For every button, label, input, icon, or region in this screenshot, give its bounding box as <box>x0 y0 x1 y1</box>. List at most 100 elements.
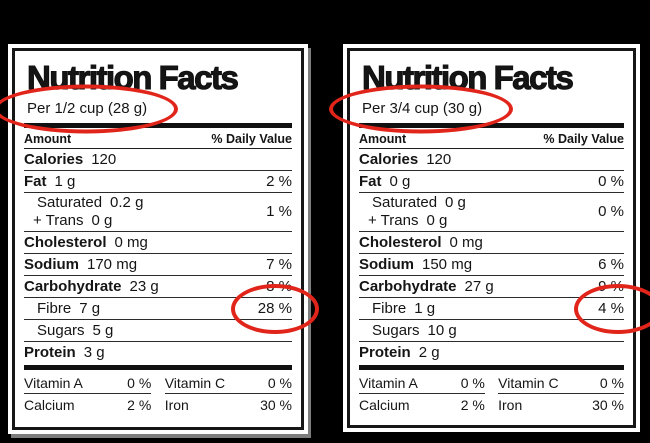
micronutrient-name: Calcium <box>24 397 75 413</box>
column-headers: Amount % Daily Value <box>24 128 292 149</box>
nutrient-amount: 2 g <box>418 344 440 361</box>
nutrient-row-saturated-trans: Saturated 0 g + Trans 0 g 0 % <box>359 193 624 232</box>
thick-divider-bottom <box>359 365 624 370</box>
nutrient-name-amount: Saturated 0 g + Trans 0 g <box>359 194 466 229</box>
nutrient-amount: 0 g <box>91 211 113 229</box>
micronutrient-name: Vitamin A <box>24 375 83 391</box>
nutrient-name-amount: Calories 120 <box>24 149 116 170</box>
daily-value: 0 % <box>598 173 624 190</box>
nutrient-row-cholesterol: Cholesterol 0 mg <box>24 232 292 254</box>
thick-divider-bottom <box>24 365 292 370</box>
serving-size: Per 3/4 cup (30 g) <box>328 84 513 134</box>
iron-cell: Iron 30 % <box>498 394 624 415</box>
daily-value: 0 % <box>267 375 292 391</box>
daily-value: 8 % <box>266 278 292 295</box>
nutrient-row-carbohydrate: Carbohydrate 27 g 9 % <box>359 276 624 298</box>
micronutrient-row-2: Calcium 2 % Iron 30 % <box>359 394 624 415</box>
label-title: Nutrition Facts <box>26 58 239 96</box>
nutrient-name: Protein <box>359 344 411 361</box>
nutrient-name: Sugars <box>372 322 420 339</box>
nutrient-name-amount: Sugars 5 g <box>24 320 113 341</box>
nutrient-row-sugars: Sugars 10 g <box>359 320 624 342</box>
nutrient-row-saturated-trans: Saturated 0.2 g + Trans 0 g 1 % <box>24 193 292 232</box>
daily-value: 0 % <box>460 375 485 391</box>
micronutrient-name: Iron <box>164 397 189 413</box>
nutrient-name: Calories <box>24 151 84 168</box>
calcium-cell: Calcium 2 % <box>359 394 485 415</box>
nutrient-amount: 5 g <box>92 322 114 339</box>
nutrient-name: Carbohydrate <box>359 278 457 295</box>
label-title: Nutrition Facts <box>361 58 574 96</box>
daily-value: 30 % <box>260 397 292 413</box>
daily-value: 0 % <box>127 375 152 391</box>
thick-divider-top <box>24 123 292 128</box>
nutrient-row-protein: Protein 3 g <box>24 342 292 363</box>
trans-line: + Trans 0 g <box>24 212 143 230</box>
nutrient-row-fibre: Fibre 1 g 4 % <box>359 283 650 334</box>
nutrient-row-carbohydrate: Carbohydrate 23 g 8 % <box>24 276 292 298</box>
nutrient-amount: 23 g <box>129 278 159 295</box>
serving-size-text: Per 1/2 cup (28 g) <box>27 100 148 117</box>
nutrient-row-sodium: Sodium 170 mg 7 % <box>24 254 292 276</box>
daily-value-header: % Daily Value <box>211 132 292 146</box>
daily-value: 6 % <box>598 256 624 273</box>
nutrient-row-calories: Calories 120 <box>359 149 624 171</box>
micronutrient-row-2: Calcium 2 % Iron 30 % <box>24 394 292 415</box>
nutrient-name: Fat <box>359 173 382 190</box>
nutrient-name: Protein <box>24 344 76 361</box>
nutrient-name: Carbohydrate <box>24 278 122 295</box>
nutrient-name-amount: Cholesterol 0 mg <box>359 232 483 253</box>
micronutrient-row-1: Vitamin A 0 % Vitamin C 0 % <box>359 372 624 394</box>
nutrient-amount: 1 g <box>414 300 436 317</box>
nutrient-row-protein: Protein 2 g <box>359 342 624 363</box>
nutrient-name: Cholesterol <box>24 234 107 251</box>
nutrient-amount: 120 <box>426 151 452 168</box>
iron-cell: Iron 30 % <box>165 394 292 415</box>
nutrient-amount: 120 <box>91 151 117 168</box>
daily-value-header: % Daily Value <box>543 132 624 146</box>
serving-size-text: Per 3/4 cup (30 g) <box>362 100 483 117</box>
amount-header: Amount <box>359 132 407 146</box>
daily-value: 30 % <box>592 397 624 413</box>
daily-value: 9 % <box>598 278 624 295</box>
micronutrient-name: Vitamin A <box>359 375 418 391</box>
nutrient-name: Sodium <box>24 256 79 273</box>
nutrient-name-amount: Fat 1 g <box>24 171 75 192</box>
nutrient-name-amount: Sugars 10 g <box>359 320 457 341</box>
nutrient-amount: 10 g <box>427 322 457 339</box>
vitamin-c-cell: Vitamin C 0 % <box>498 372 624 394</box>
nutrient-name: Cholesterol <box>359 234 442 251</box>
daily-value: 2 % <box>127 397 152 413</box>
nutrient-amount: 7 g <box>79 300 101 317</box>
nutrient-amount: 27 g <box>464 278 494 295</box>
nutrient-amount: 0.2 g <box>110 194 144 211</box>
nutrient-name: + Trans <box>368 211 419 229</box>
label-frame: Nutrition Facts Per 1/2 cup (28 g) Amoun… <box>0 48 319 430</box>
nutrient-row-fibre: Fibre 7 g 28 % <box>24 283 319 334</box>
vitamin-a-cell: Vitamin A 0 % <box>359 372 485 394</box>
nutrient-name: + Trans <box>33 211 84 229</box>
daily-value: 1 % <box>266 203 292 220</box>
nutrient-amount: 150 mg <box>422 256 473 273</box>
micronutrient-name: Iron <box>498 397 523 413</box>
nutrient-row-fat: Fat 0 g 0 % <box>359 171 624 193</box>
nutrient-name-amount: Saturated 0.2 g + Trans 0 g <box>24 194 143 229</box>
nutrient-name-amount: Cholesterol 0 mg <box>24 232 148 253</box>
calcium-cell: Calcium 2 % <box>24 394 151 415</box>
nutrient-name-amount: Sodium 150 mg <box>359 254 472 275</box>
nutrient-amount: 170 mg <box>87 256 138 273</box>
nutrient-amount: 0 g <box>426 211 448 229</box>
saturated-line: Saturated 0.2 g <box>24 194 143 212</box>
nutrient-name-amount: Calories 120 <box>359 149 451 170</box>
daily-value: 0 % <box>598 203 624 220</box>
nutrition-label-right: Nutrition Facts Per 3/4 cup (30 g) Amoun… <box>328 44 650 432</box>
vitamin-a-cell: Vitamin A 0 % <box>24 372 152 394</box>
thick-divider-top <box>359 123 624 128</box>
label-frame: Nutrition Facts Per 3/4 cup (30 g) Amoun… <box>328 48 650 428</box>
micronutrient-name: Vitamin C <box>498 375 559 391</box>
nutrient-row-sugars: Sugars 5 g <box>24 320 292 342</box>
daily-value: 2 % <box>266 173 292 190</box>
saturated-line: Saturated 0 g <box>359 194 466 212</box>
micronutrient-row-1: Vitamin A 0 % Vitamin C 0 % <box>24 372 292 394</box>
